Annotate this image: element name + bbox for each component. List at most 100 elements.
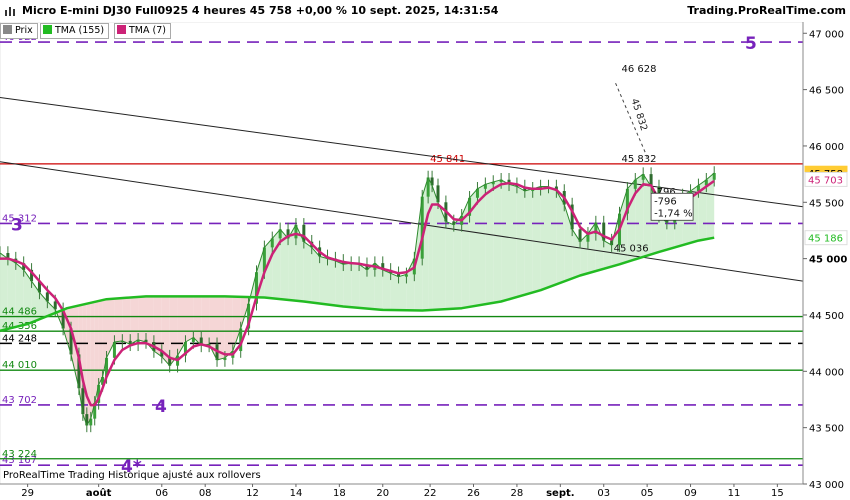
- fill-segment: [390, 273, 399, 311]
- site-label: Trading.ProRealTime.com: [687, 4, 846, 17]
- x-tick-label: 06: [155, 488, 168, 499]
- price-body: [191, 337, 195, 343]
- tma155-line: [0, 236, 715, 333]
- fill-segment: [485, 182, 494, 305]
- price-tag-label: 45 703: [808, 175, 843, 186]
- price-body: [602, 222, 606, 241]
- level-label: 43 167: [2, 455, 37, 466]
- fill-segment: [580, 233, 588, 276]
- price-body: [294, 224, 298, 239]
- fill-segment: [256, 247, 265, 298]
- x-tick-label: 14: [290, 488, 303, 499]
- x-tick-label: 29: [21, 488, 34, 499]
- elliott-wave-label: 5: [745, 34, 757, 54]
- price-body: [278, 229, 282, 239]
- fill-segment: [477, 184, 486, 306]
- legend-swatch: [117, 25, 126, 34]
- price-tag-box: [804, 230, 848, 246]
- price-body: [365, 264, 369, 270]
- fill-segment: [130, 296, 139, 345]
- price-body: [239, 328, 243, 352]
- fill-segment: [185, 296, 194, 342]
- trendlines: [0, 97, 804, 282]
- fill-segment: [516, 186, 525, 297]
- price-body: [97, 384, 101, 403]
- fill-segment: [398, 274, 407, 311]
- x-tick-label: 09: [684, 488, 697, 499]
- fill-segment: [587, 222, 596, 274]
- fill-segment: [295, 224, 304, 302]
- price-body: [475, 188, 479, 198]
- axes: 43 000 43 500 44 000 44 500 45 000 45 500 46 0…: [0, 22, 848, 499]
- legend-item-tma155[interactable]: TMA (155): [40, 23, 110, 39]
- price-body: [302, 224, 306, 242]
- price-body: [144, 339, 148, 343]
- fill-segment: [98, 300, 103, 385]
- legend-item-tma7[interactable]: TMA (7): [114, 23, 171, 39]
- fill-segment: [232, 296, 241, 351]
- price-body: [199, 337, 203, 346]
- price-body: [120, 340, 124, 343]
- trendline: [0, 161, 804, 282]
- price-body: [270, 238, 274, 248]
- x-tick-label: 05: [641, 488, 654, 499]
- price-body: [53, 301, 57, 310]
- fill-segment: [319, 256, 328, 305]
- price-body: [610, 240, 614, 246]
- tma7-line: [0, 179, 715, 407]
- price-body: [61, 309, 65, 329]
- y-tick-label: 47 000: [809, 29, 844, 40]
- fill-segment: [7, 258, 16, 329]
- fill-segment: [15, 263, 24, 327]
- price-body: [247, 303, 251, 329]
- price-body: [6, 253, 10, 259]
- measure-points: -796: [654, 196, 677, 207]
- price-body: [37, 281, 41, 293]
- price-body: [45, 292, 49, 302]
- price-body: [499, 179, 503, 183]
- price-body: [696, 185, 700, 192]
- y-tick-label: 43 000: [809, 480, 844, 491]
- price-body: [183, 342, 187, 356]
- fill-segment: [327, 258, 336, 306]
- price-body: [452, 221, 456, 225]
- chart-type-icon[interactable]: [4, 6, 16, 16]
- projection-line: [615, 82, 648, 158]
- fill-segment: [224, 296, 233, 358]
- fill-segment: [428, 177, 433, 311]
- footer-note: ProRealTime Trading Historique ajusté au…: [3, 470, 261, 481]
- fill-segment: [432, 185, 438, 310]
- price-body: [101, 376, 105, 385]
- level-label: 43 224: [2, 449, 37, 460]
- price-body: [168, 356, 172, 366]
- fill-segment: [382, 269, 391, 310]
- y-tick-label: 46 000: [809, 142, 844, 153]
- y-tick-label: 45 000: [809, 255, 847, 266]
- price-body: [85, 414, 89, 426]
- fill-segment: [31, 281, 40, 323]
- price-body: [483, 184, 487, 189]
- price-body: [704, 179, 708, 186]
- measure-percent: -1,74 %: [654, 208, 693, 219]
- price-body: [430, 177, 434, 186]
- level-label: 43 702: [2, 395, 37, 406]
- legend-swatch: [3, 25, 12, 34]
- fill-segment: [509, 184, 517, 300]
- price-body: [105, 357, 109, 377]
- legend-item-prix[interactable]: Prix: [0, 23, 38, 39]
- price-body: [404, 274, 408, 277]
- fill-segment: [86, 302, 91, 426]
- level-label: 44 010: [2, 360, 37, 371]
- elliott-wave-label: 4*: [121, 457, 142, 477]
- fill-segment: [698, 179, 707, 241]
- x-tick-label: 11: [728, 488, 741, 499]
- fill-segment: [288, 224, 296, 301]
- annotation-label: 46 628: [622, 64, 657, 75]
- fill-segment: [39, 292, 48, 320]
- annotation-label: -796: [653, 187, 676, 198]
- elliott-wave-label: 3: [11, 215, 23, 235]
- fill-segment: [311, 247, 320, 304]
- y-tick-label: 45 500: [809, 198, 844, 209]
- price-body: [93, 402, 97, 419]
